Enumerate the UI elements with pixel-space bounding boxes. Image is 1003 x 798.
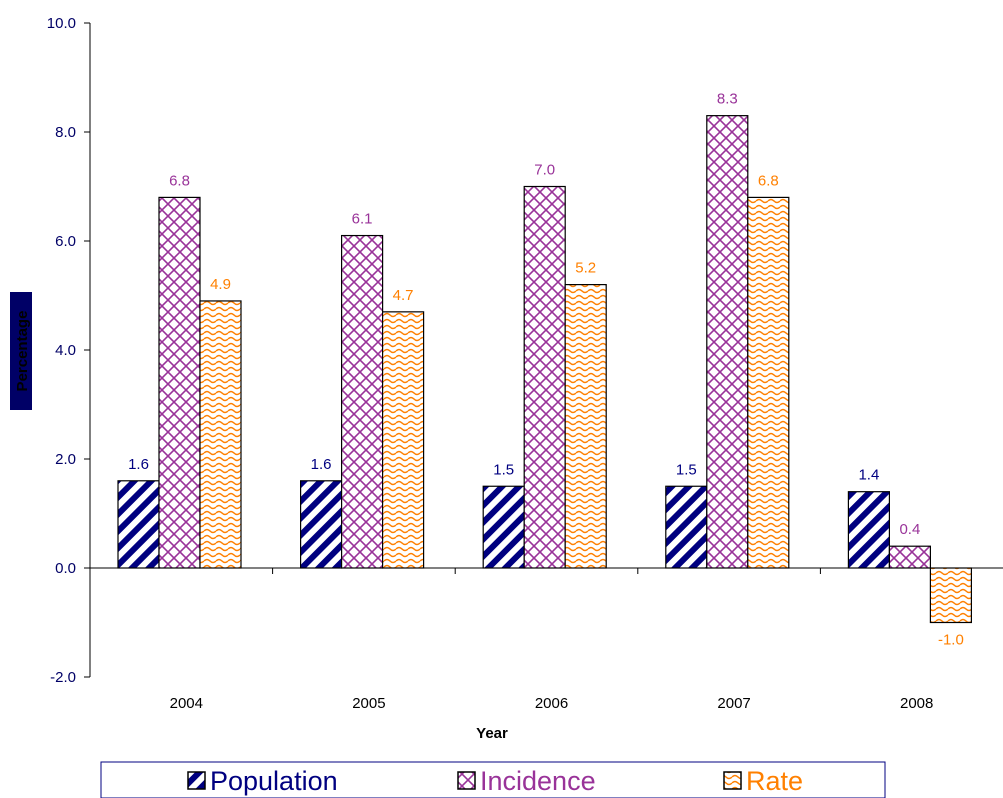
- y-tick-label: 4.0: [55, 342, 76, 359]
- y-axis-title-group: Percentage: [10, 292, 32, 410]
- bar-rate: [199, 300, 242, 569]
- legend-swatch-incidence: [457, 771, 476, 790]
- bar-population: [847, 491, 891, 569]
- data-label-incidence: 7.0: [534, 162, 555, 179]
- data-label-population: 1.5: [493, 461, 514, 478]
- bar-rate: [929, 567, 973, 624]
- bar-incidence: [888, 545, 932, 569]
- y-tick-label: 0.0: [55, 560, 76, 577]
- y-ticks-group: -2.0 0.0 2.0 4.0 6.0 8.0 10.0: [47, 15, 90, 686]
- plot-area: 1.6 6.8 4.9 1.6 6.1 4.7 1.5 7.0 5.2 1.5 8.3 6.8 1.4 0…: [47, 15, 1003, 712]
- data-label-population: 1.6: [311, 456, 332, 473]
- x-tick-label: 2008: [900, 695, 933, 712]
- data-label-incidence: 6.1: [352, 211, 373, 228]
- bars-group: [117, 115, 973, 624]
- data-label-rate: 6.8: [758, 172, 779, 189]
- bar-rate: [382, 311, 425, 569]
- bar-incidence: [158, 196, 201, 569]
- data-label-rate: 4.9: [210, 276, 231, 293]
- data-label-population: 1.6: [128, 456, 149, 473]
- data-label-population: 1.5: [676, 461, 697, 478]
- data-label-incidence: 6.8: [169, 172, 190, 189]
- bar-population: [117, 480, 160, 569]
- bar-rate: [747, 196, 790, 569]
- legend-swatch-rate: [723, 771, 742, 790]
- x-tick-label: 2004: [170, 695, 203, 712]
- legend-label-rate: Rate: [746, 766, 803, 796]
- data-label-rate: 4.7: [393, 287, 414, 304]
- x-axis-title: Year: [476, 725, 508, 742]
- data-label-incidence: 8.3: [717, 91, 738, 108]
- x-ticks-group: 2004 2005 2006 2007 2008: [170, 568, 933, 712]
- y-tick-label: 10.0: [47, 15, 76, 32]
- data-label-rate: 5.2: [575, 260, 596, 277]
- data-label-incidence: 0.4: [899, 521, 920, 538]
- legend-label-population: Population: [210, 766, 338, 796]
- legend-swatch-population: [187, 771, 206, 790]
- bar-incidence: [706, 115, 749, 569]
- y-axis-title-background: [10, 292, 32, 410]
- y-tick-label: -2.0: [50, 669, 76, 686]
- x-tick-label: 2006: [535, 695, 568, 712]
- y-axis-title: Percentage: [14, 311, 31, 392]
- x-tick-label: 2005: [352, 695, 385, 712]
- bar-incidence: [523, 185, 566, 569]
- y-tick-label: 6.0: [55, 233, 76, 250]
- data-label-population: 1.4: [858, 467, 879, 484]
- y-tick-label: 8.0: [55, 124, 76, 141]
- legend-label-incidence: Incidence: [480, 766, 596, 796]
- data-label-rate: -1.0: [938, 632, 964, 649]
- bar-rate: [564, 284, 607, 569]
- legend-box: [100, 761, 886, 798]
- bar-population: [665, 485, 708, 569]
- bar-population: [300, 480, 343, 569]
- bar-incidence: [341, 234, 384, 569]
- bar-population: [482, 485, 525, 569]
- legend: Population Incidence Rate: [100, 761, 886, 798]
- x-tick-label: 2007: [717, 695, 750, 712]
- y-tick-label: 2.0: [55, 451, 76, 468]
- data-labels-group: 1.6 6.8 4.9 1.6 6.1 4.7 1.5 7.0 5.2 1.5 8.3 6.8 1.4 0…: [128, 91, 964, 649]
